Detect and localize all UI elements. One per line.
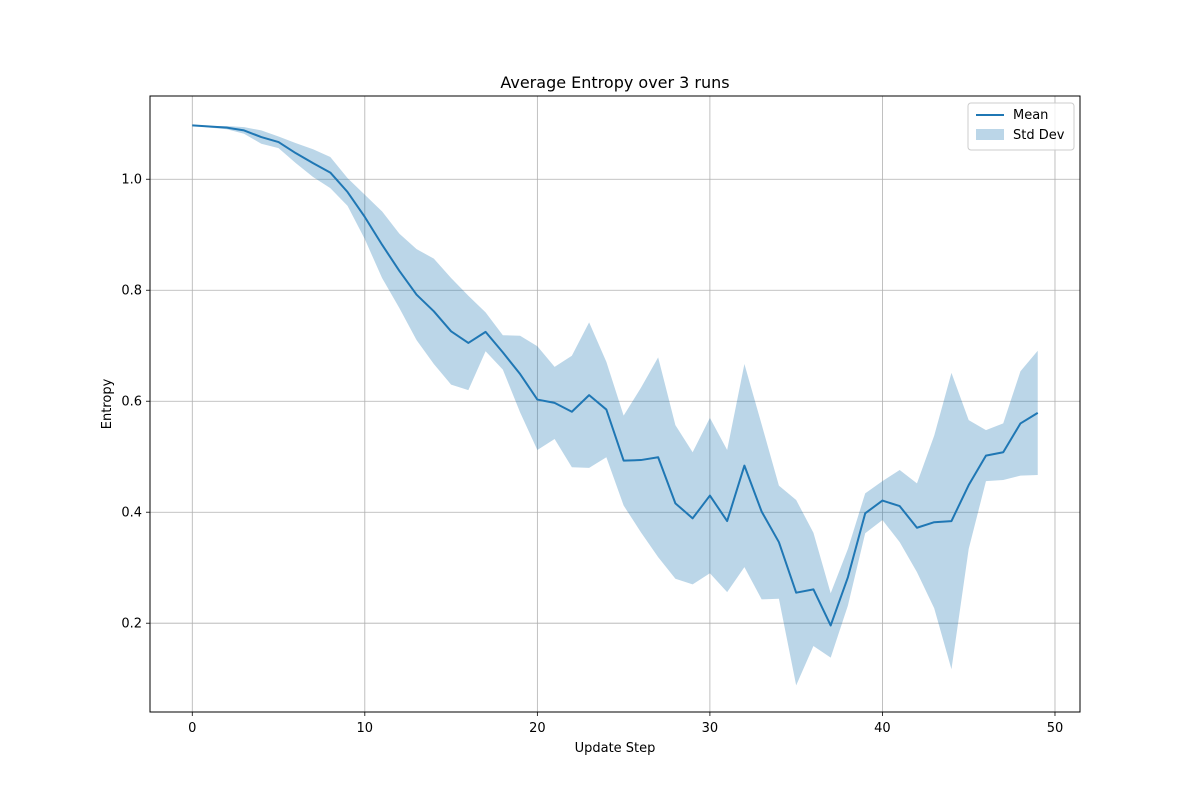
y-tick-label: 0.8 [121,284,142,299]
y-tick-label: 0.6 [121,395,142,410]
x-tick-label: 20 [529,721,546,736]
x-tick-label: 30 [702,721,719,736]
std-dev-band [192,125,1038,686]
y-tick-label: 1.0 [121,173,142,188]
chart-title: Average Entropy over 3 runs [500,73,729,92]
y-tick-label: 0.4 [121,506,142,521]
legend-std-dev-label: Std Dev [1013,128,1065,143]
mean-line-group [192,124,1039,627]
x-axis-title: Update Step [575,741,656,756]
x-tick-label: 40 [874,721,891,736]
grid-lines [150,96,1080,712]
x-axis-ticks: 0 10 20 30 40 50 [188,712,1063,736]
mean-line [192,124,1039,627]
x-tick-label: 0 [188,721,196,736]
y-tick-label: 0.2 [121,617,142,632]
std-dev-band-group [192,125,1038,686]
plot-frame [149,95,1081,713]
legend-std-dev-swatch [976,129,1004,140]
y-axis-ticks: 0.2 0.4 0.6 0.8 1.0 [121,173,150,632]
legend: Mean Std Dev [967,102,1075,151]
x-tick-label: 10 [357,721,374,736]
y-axis-title: Entropy [100,378,115,429]
x-tick-label: 50 [1047,721,1064,736]
legend-mean-label: Mean [1013,108,1048,123]
